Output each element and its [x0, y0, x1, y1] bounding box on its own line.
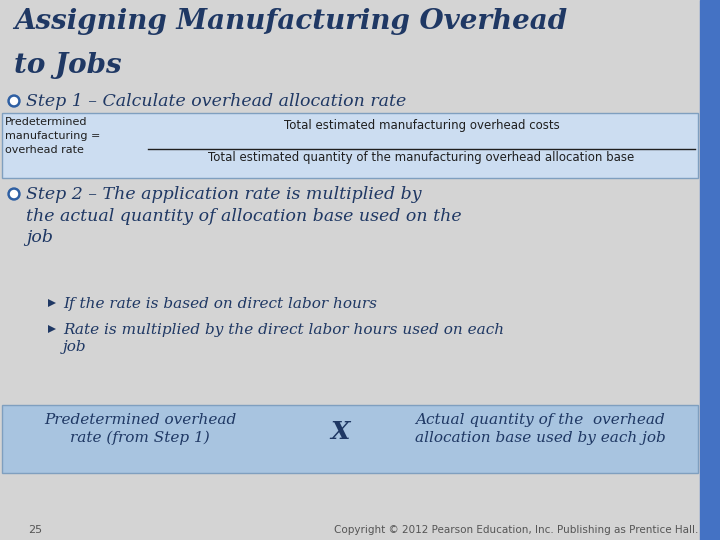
- Bar: [2, 405, 698, 473]
- Text: Predetermined
manufacturing =
overhead rate: Predetermined manufacturing = overhead r…: [5, 117, 100, 155]
- Text: Total estimated quantity of the manufacturing overhead allocation base: Total estimated quantity of the manufact…: [208, 151, 634, 164]
- Text: If the rate is based on direct labor hours: If the rate is based on direct labor hou…: [63, 297, 377, 311]
- Text: to Jobs: to Jobs: [14, 52, 122, 79]
- Text: Rate is multiplied by the direct labor hours used on each
job: Rate is multiplied by the direct labor h…: [63, 323, 504, 354]
- Text: Predetermined overhead
rate (from Step 1): Predetermined overhead rate (from Step 1…: [44, 413, 236, 446]
- Circle shape: [11, 98, 17, 105]
- Text: Step 1 – Calculate overhead allocation rate: Step 1 – Calculate overhead allocation r…: [26, 93, 406, 110]
- Text: Assigning Manufacturing Overhead: Assigning Manufacturing Overhead: [14, 8, 567, 35]
- Bar: [700, 0, 720, 540]
- Circle shape: [11, 191, 17, 198]
- Circle shape: [8, 95, 20, 107]
- Text: Actual quantity of the  overhead
allocation base used by each job: Actual quantity of the overhead allocati…: [415, 413, 665, 445]
- Bar: [2, 113, 698, 178]
- Text: Step 2 – The application rate is multiplied by
the actual quantity of allocation: Step 2 – The application rate is multipl…: [26, 186, 462, 246]
- Text: 25: 25: [28, 525, 42, 535]
- Text: X: X: [330, 420, 350, 444]
- Text: Copyright © 2012 Pearson Education, Inc. Publishing as Prentice Hall.: Copyright © 2012 Pearson Education, Inc.…: [333, 525, 698, 535]
- Text: Total estimated manufacturing overhead costs: Total estimated manufacturing overhead c…: [284, 119, 559, 132]
- Circle shape: [8, 188, 20, 200]
